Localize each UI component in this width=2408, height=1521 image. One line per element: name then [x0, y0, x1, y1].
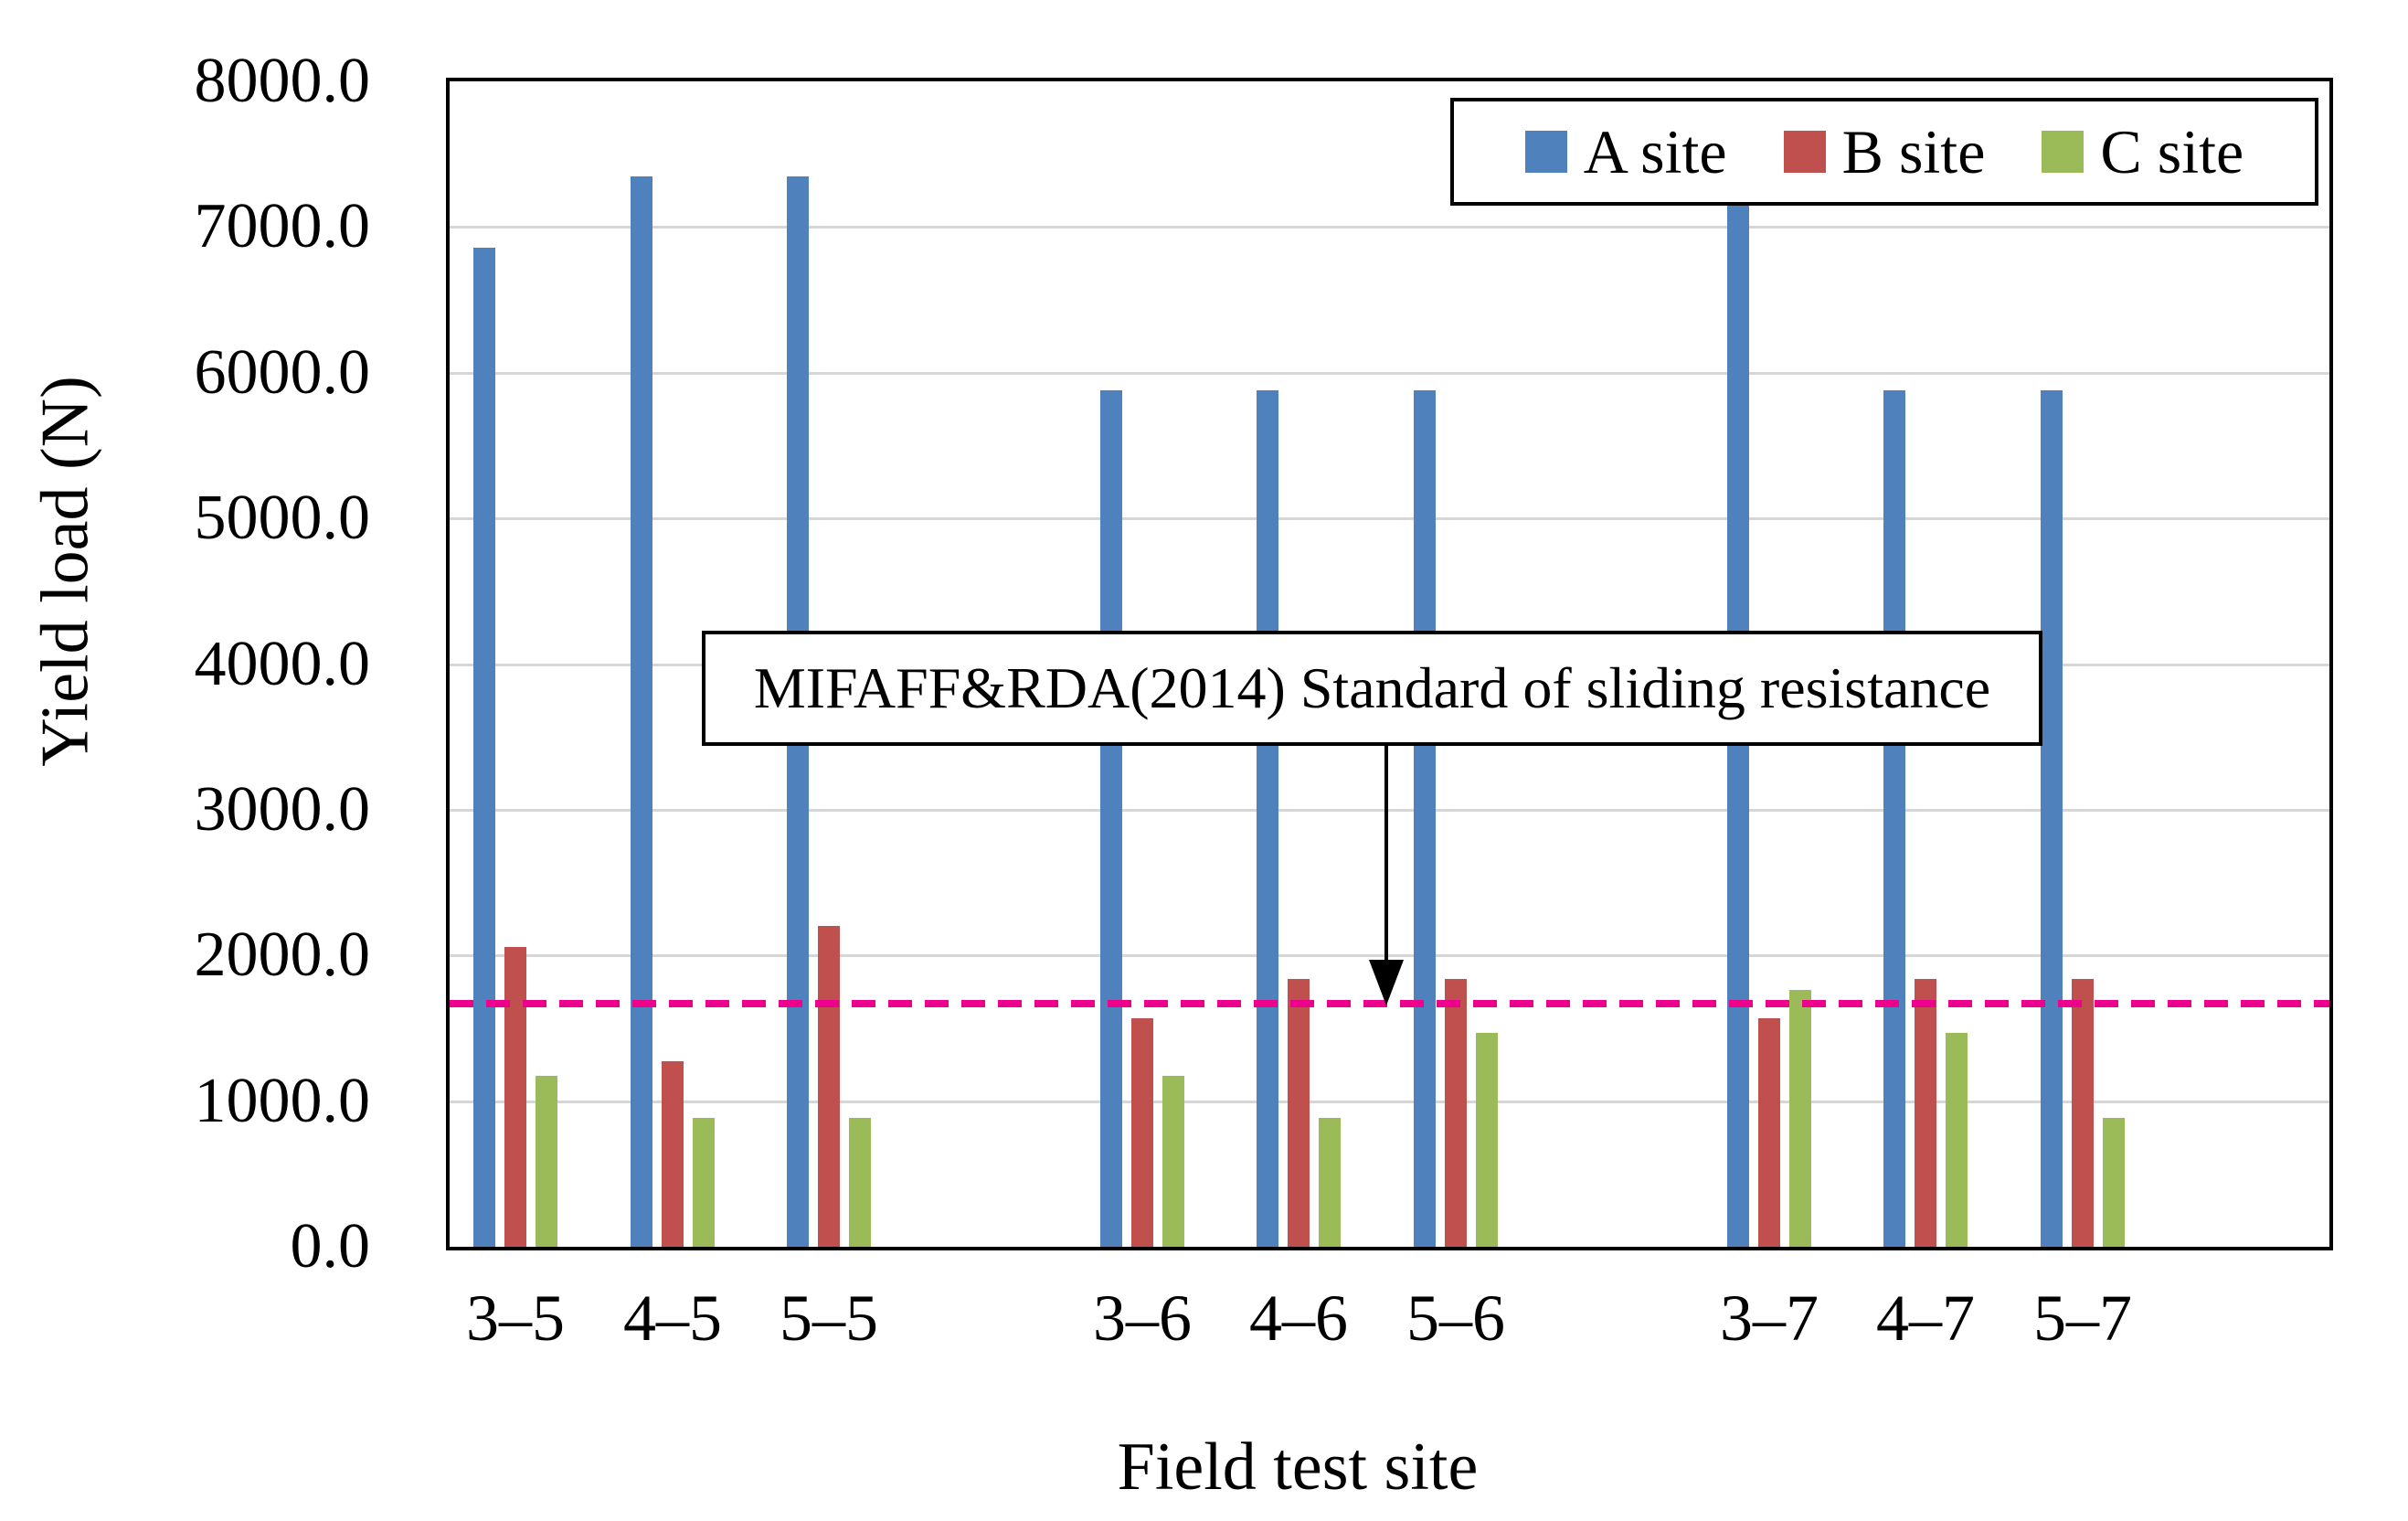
y-tick-4000-0: 4000.0 — [194, 628, 371, 699]
bar-b-site-5-7 — [2072, 979, 2094, 1247]
y-tick-0-0: 0.0 — [290, 1211, 371, 1282]
bar-c-site-4-6 — [1319, 1118, 1341, 1247]
y-tick-3000-0: 3000.0 — [194, 773, 371, 845]
bar-b-site-3-7 — [1758, 1018, 1780, 1247]
legend-swatch-icon-b-site — [1783, 131, 1826, 173]
bar-a-site-5-7 — [2041, 389, 2063, 1247]
y-tick-8000-0: 8000.0 — [194, 46, 371, 116]
bar-b-site-4-7 — [1915, 979, 1936, 1247]
bar-a-site-3-5 — [473, 247, 495, 1247]
legend-item-b-site: B site — [1783, 117, 1986, 186]
bar-a-site-4-6 — [1257, 389, 1278, 1247]
legend: A site B site C site — [1450, 98, 2318, 206]
bar-a-site-3-6 — [1100, 389, 1122, 1247]
x-tick-3-5: 3–5 — [466, 1282, 565, 1355]
x-tick-4-7: 4–7 — [1876, 1282, 1975, 1355]
x-tick-5-6: 5–6 — [1406, 1282, 1505, 1355]
y-tick-6000-0: 6000.0 — [194, 336, 371, 408]
bar-c-site-4-7 — [1946, 1032, 1968, 1247]
bar-a-site-5-6 — [1414, 389, 1436, 1247]
legend-item-a-site: A site — [1524, 117, 1727, 186]
y-axis-title: Yield load (N) — [27, 376, 103, 767]
bar-b-site-3-6 — [1131, 1018, 1153, 1247]
gridline-5000-0 — [450, 517, 2329, 521]
bar-c-site-5-7 — [2103, 1118, 2125, 1247]
bar-a-site-4-5 — [631, 176, 652, 1247]
gridline-7000-0 — [450, 226, 2329, 229]
annotation-arrow-line — [1384, 744, 1388, 963]
legend-label-c-site: C site — [2100, 117, 2244, 186]
x-axis-title: Field test site — [1117, 1430, 1479, 1505]
bar-b-site-5-5 — [818, 925, 840, 1247]
bar-c-site-4-5 — [693, 1118, 715, 1247]
legend-label-b-site: B site — [1841, 117, 1986, 186]
bar-c-site-5-5 — [849, 1118, 871, 1247]
bar-c-site-3-6 — [1162, 1075, 1184, 1247]
x-tick-3-7: 3–7 — [1720, 1282, 1819, 1355]
bar-b-site-5-6 — [1445, 979, 1467, 1247]
y-tick-7000-0: 7000.0 — [194, 191, 371, 262]
x-tick-4-6: 4–6 — [1249, 1282, 1348, 1355]
gridline-6000-0 — [450, 371, 2329, 375]
legend-swatch-icon-c-site — [2042, 131, 2084, 173]
bar-b-site-4-5 — [662, 1060, 684, 1247]
legend-item-c-site: C site — [2042, 121, 2244, 183]
x-tick-5-7: 5–7 — [2033, 1282, 2132, 1355]
y-tick-1000-0: 1000.0 — [194, 1065, 371, 1136]
standard-annotation-box: MIFAFF&RDA(2014) Standard of sliding res… — [702, 631, 2042, 746]
legend-swatch-icon-a-site — [1524, 131, 1567, 173]
legend-label-a-site: A site — [1583, 117, 1727, 186]
standard-annotation-text: MIFAFF&RDA(2014) Standard of sliding res… — [753, 655, 1991, 720]
bar-c-site-5-6 — [1476, 1032, 1498, 1247]
gridline-1000-0 — [450, 1100, 2329, 1103]
y-tick-5000-0: 5000.0 — [194, 483, 371, 554]
gridline-2000-0 — [450, 954, 2329, 958]
x-tick-5-5: 5–5 — [780, 1282, 878, 1355]
bar-c-site-3-5 — [536, 1075, 557, 1247]
annotation-arrow-head-icon — [1369, 960, 1404, 1005]
y-tick-2000-0: 2000.0 — [194, 920, 371, 991]
bar-b-site-3-5 — [504, 947, 526, 1247]
gridline-3000-0 — [450, 808, 2329, 812]
x-tick-4-5: 4–5 — [623, 1282, 722, 1355]
bar-a-site-4-7 — [1883, 389, 1905, 1247]
x-tick-3-6: 3–6 — [1093, 1282, 1192, 1355]
bar-c-site-3-7 — [1789, 989, 1811, 1247]
bar-b-site-4-6 — [1288, 979, 1310, 1247]
